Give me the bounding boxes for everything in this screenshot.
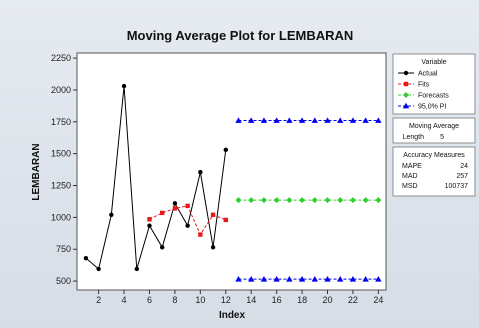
y-axis-label: LEMBARAN	[31, 143, 42, 200]
x-tick-label: 12	[221, 295, 231, 305]
legend-entry: Fits	[418, 82, 430, 89]
x-tick-label: 4	[122, 295, 127, 305]
x-tick-label: 10	[195, 295, 205, 305]
y-tick-label: 2000	[51, 85, 71, 95]
moving-average-box: Moving Average Length 5	[393, 118, 475, 143]
actual-point	[160, 245, 164, 249]
y-tick-label: 2250	[51, 53, 71, 63]
y-tick-label: 1000	[51, 212, 71, 222]
x-tick-label: 14	[246, 295, 256, 305]
accuracy-value: 100737	[445, 183, 468, 190]
legend-swatch-marker	[404, 82, 408, 86]
y-tick-label: 500	[56, 276, 71, 286]
x-tick-label: 8	[172, 295, 177, 305]
legend-entry: Forecasts	[418, 93, 449, 100]
x-tick-label: 2	[96, 295, 101, 305]
length-label: Length	[403, 134, 425, 141]
accuracy-heading: Accuracy Measures	[403, 152, 465, 159]
moving-average-heading: Moving Average	[409, 123, 459, 130]
legend-entry: Actual	[418, 71, 438, 78]
y-tick-label: 750	[56, 244, 71, 254]
fits-point	[198, 232, 202, 236]
actual-point	[211, 245, 215, 249]
length-value: 5	[440, 134, 444, 141]
accuracy-value: 257	[456, 173, 468, 180]
x-tick-label: 24	[373, 295, 383, 305]
legend-title: Variable	[421, 59, 446, 66]
x-tick-label: 22	[348, 295, 358, 305]
legend-swatch-marker	[404, 71, 408, 75]
actual-point	[135, 267, 139, 271]
legend: Variable Actual Fits Forecasts 95,0% PI	[393, 54, 475, 114]
fits-point	[160, 211, 164, 215]
actual-point	[198, 170, 202, 174]
y-tick-label: 1250	[51, 181, 71, 191]
y-tick-label: 1750	[51, 117, 71, 127]
actual-point	[185, 223, 189, 227]
y-tick-label: 1500	[51, 149, 71, 159]
accuracy-label: MAD	[402, 173, 418, 180]
y-axis: 500 750 1000 1250 1500 1750 2000 2250	[51, 53, 77, 286]
x-tick-label: 16	[272, 295, 282, 305]
x-tick-label: 20	[322, 295, 332, 305]
fits-point	[173, 206, 177, 210]
actual-point	[122, 84, 126, 88]
fits-point	[211, 213, 215, 217]
fits-point	[147, 217, 151, 221]
x-tick-label: 6	[147, 295, 152, 305]
accuracy-label: MSD	[402, 183, 418, 190]
actual-point	[224, 148, 228, 152]
actual-point	[96, 267, 100, 271]
x-axis-label: Index	[219, 310, 246, 321]
fits-point	[224, 218, 228, 222]
legend-entry: 95,0% PI	[418, 104, 446, 111]
actual-point	[84, 256, 88, 260]
accuracy-label: MAPE	[402, 163, 422, 170]
actual-point	[147, 223, 151, 227]
fits-point	[185, 204, 189, 208]
actual-point	[109, 213, 113, 217]
x-axis: 2 4 6 8 10 12 14 16 18 20 22 24	[96, 290, 383, 305]
accuracy-value: 24	[460, 163, 468, 170]
actual-point	[173, 201, 177, 205]
x-tick-label: 18	[297, 295, 307, 305]
accuracy-box: Accuracy Measures MAPE 24 MAD 257 MSD 100737	[393, 147, 475, 196]
chart-title: Moving Average Plot for LEMBARAN	[127, 28, 354, 43]
